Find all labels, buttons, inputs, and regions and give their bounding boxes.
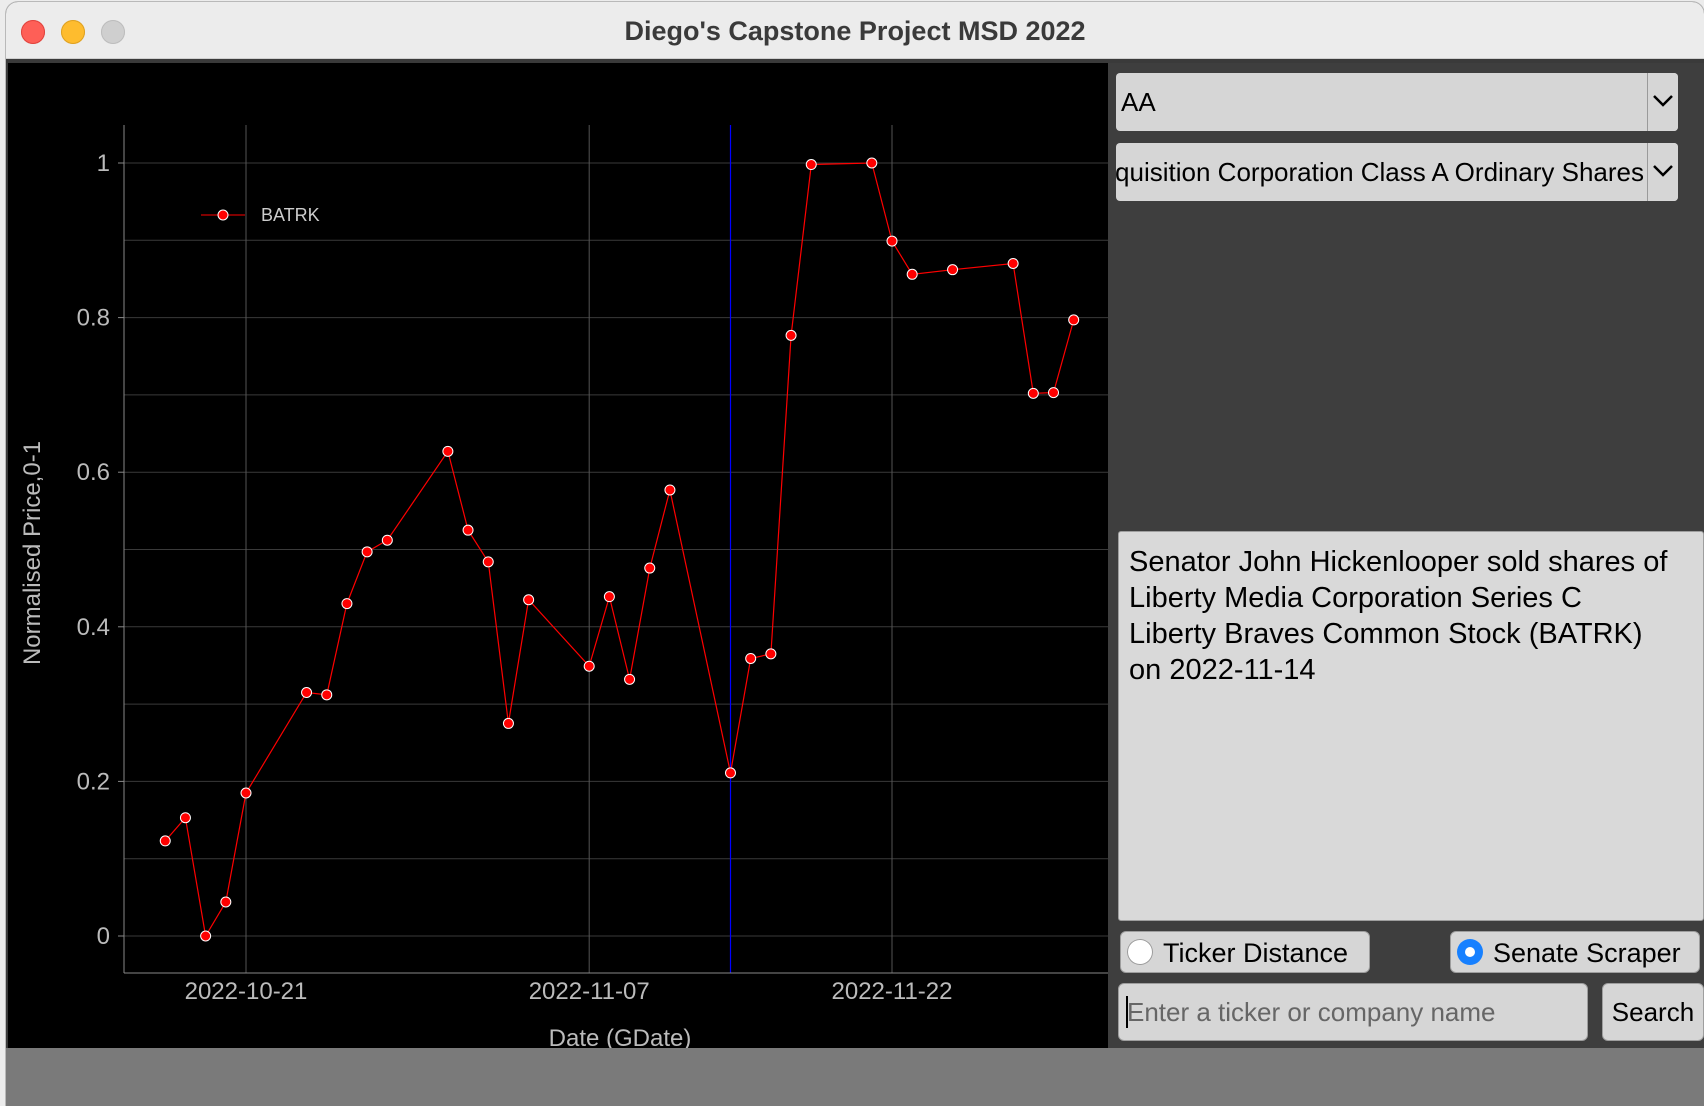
data-point [583, 660, 595, 672]
legend-label: BATRK [261, 205, 320, 225]
price-chart: 0 0.2 0.4 0.6 0.8 1 2022-10-21 2022-11-07 2022-1… [19, 125, 1108, 1048]
ticker-dropdown-value: AA [1121, 87, 1156, 117]
data-point [179, 812, 191, 824]
title-bar: Diego's Capstone Project MSD 2022 [6, 2, 1704, 59]
search-field[interactable] [1118, 983, 1588, 1041]
data-point [624, 673, 636, 685]
close-window-button[interactable] [21, 20, 45, 44]
data-point [866, 157, 878, 169]
data-point [745, 652, 757, 664]
data-point [240, 787, 252, 799]
y-tick-label: 1 [97, 150, 110, 177]
search-input[interactable] [1125, 992, 1581, 1032]
data-point [200, 930, 212, 942]
senate-scraper-radio[interactable]: Senate Scraper [1450, 931, 1700, 973]
data-point [785, 329, 797, 341]
data-point [321, 689, 333, 701]
y-tick-label: 0.2 [77, 768, 110, 795]
data-point [502, 717, 514, 729]
x-tick-label: 2022-10-21 [185, 978, 308, 1005]
data-point [1027, 387, 1039, 399]
chevron-down-icon [1653, 95, 1673, 107]
data-point [523, 594, 535, 606]
company-dropdown-value: Acquisition Corporation Class A Ordinary… [1116, 157, 1644, 187]
ticker-dropdown[interactable]: AA [1116, 73, 1678, 131]
company-dropdown-arrow[interactable] [1647, 143, 1678, 201]
y-axis-label: Normalised Price,0-1 [19, 441, 46, 665]
data-point [301, 687, 313, 699]
data-point [765, 648, 777, 660]
side-panel: AA Acquisition Corporation Class A Ordin… [1108, 63, 1704, 1048]
data-point [947, 264, 959, 276]
x-axis-label: Date (GDate) [549, 1025, 692, 1048]
ticker-distance-label: Ticker Distance [1163, 938, 1349, 968]
chart-panel: 0 0.2 0.4 0.6 0.8 1 2022-10-21 2022-11-07 2022-1… [8, 63, 1108, 1048]
data-point [644, 562, 656, 574]
x-tick-label: 2022-11-22 [832, 978, 953, 1005]
radio-selected-icon [1457, 939, 1483, 965]
app-window: Diego's Capstone Project MSD 2022 0 0.2 0.… [6, 2, 1704, 1106]
data-point [159, 835, 171, 847]
data-point [361, 546, 373, 558]
company-dropdown[interactable]: Acquisition Corporation Class A Ordinary… [1116, 143, 1678, 201]
legend-marker [217, 209, 229, 221]
data-point [220, 896, 232, 908]
search-button[interactable]: Search [1602, 983, 1704, 1041]
minimize-window-button[interactable] [61, 20, 85, 44]
data-point [462, 524, 474, 536]
y-tick-label: 0 [97, 923, 110, 950]
data-point [1068, 314, 1080, 326]
x-tick-label: 2022-11-07 [529, 978, 650, 1005]
status-bar [6, 1048, 1704, 1106]
data-point [381, 534, 393, 546]
data-point [1048, 387, 1059, 399]
ticker-dropdown-arrow[interactable] [1647, 73, 1678, 131]
radio-unselected-icon [1127, 939, 1153, 965]
data-point [725, 767, 736, 779]
zoom-window-button[interactable] [101, 20, 125, 44]
data-point [664, 484, 676, 496]
y-tick-label: 0.6 [77, 459, 110, 486]
y-tick-label: 0.8 [77, 305, 110, 332]
data-point [886, 235, 898, 247]
trade-info-text: Senator John Hickenlooper sold shares of… [1129, 546, 1668, 686]
data-point [603, 591, 615, 603]
window-title: Diego's Capstone Project MSD 2022 [624, 16, 1086, 46]
data-point [482, 556, 494, 568]
trade-info-box: Senator John Hickenlooper sold shares of… [1118, 531, 1704, 921]
y-tick-label: 0.4 [77, 614, 110, 641]
data-point [906, 268, 918, 280]
chevron-down-icon [1653, 165, 1673, 177]
data-point [1007, 257, 1019, 269]
data-point [341, 598, 353, 610]
senate-scraper-label: Senate Scraper [1493, 938, 1681, 968]
data-point [805, 159, 817, 171]
data-point [442, 445, 454, 457]
ticker-distance-radio[interactable]: Ticker Distance [1120, 931, 1370, 973]
